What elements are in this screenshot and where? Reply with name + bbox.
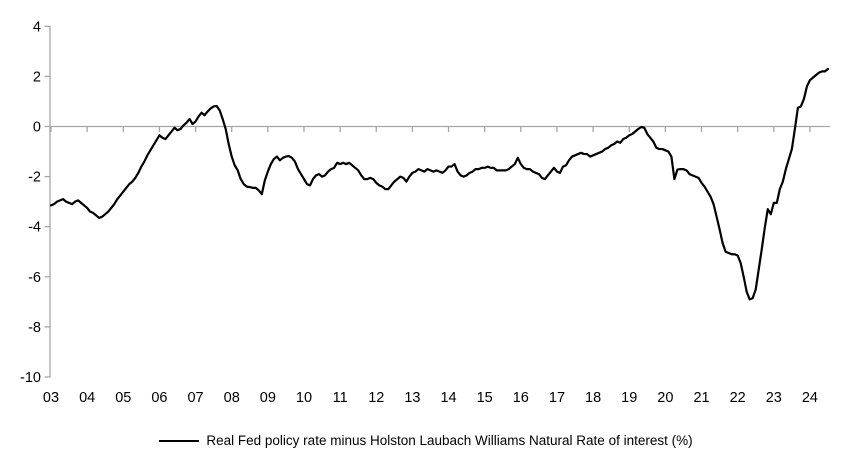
- y-tick-label--6: -6: [28, 270, 41, 286]
- x-tick-label-24: 24: [802, 390, 818, 406]
- x-tick-label-03: 03: [43, 390, 59, 406]
- legend-line-sample: [159, 439, 200, 442]
- y-tick-label-4: 4: [33, 19, 41, 35]
- y-tick-label--8: -8: [28, 320, 41, 336]
- x-tick-label-21: 21: [693, 390, 709, 406]
- y-tick-label--4: -4: [28, 220, 41, 236]
- y-tick-label-0: 0: [33, 120, 41, 136]
- x-tick-label-15: 15: [477, 390, 493, 406]
- x-tick-label-19: 19: [621, 390, 637, 406]
- x-tick-label-16: 16: [513, 390, 529, 406]
- legend-label: Real Fed policy rate minus Holston Lauba…: [206, 433, 693, 448]
- x-tick-label-23: 23: [766, 390, 782, 406]
- x-tick-label-08: 08: [224, 390, 240, 406]
- x-tick-label-14: 14: [440, 390, 456, 406]
- x-tick-label-17: 17: [549, 390, 565, 406]
- y-tick-label--10: -10: [20, 370, 41, 386]
- x-tick-label-12: 12: [368, 390, 384, 406]
- x-tick-label-09: 09: [260, 390, 276, 406]
- legend: Real Fed policy rate minus Holston Lauba…: [0, 433, 852, 448]
- x-tick-label-20: 20: [657, 390, 673, 406]
- y-tick-label--2: -2: [28, 170, 41, 186]
- y-tick-label-2: 2: [33, 69, 41, 85]
- x-tick-label-05: 05: [115, 390, 131, 406]
- series-line: [49, 67, 830, 301]
- x-tick-label-10: 10: [296, 390, 312, 406]
- x-tick-label-18: 18: [585, 390, 601, 406]
- x-tick-label-22: 22: [730, 390, 746, 406]
- x-tick-label-11: 11: [333, 390, 348, 406]
- x-tick-label-04: 04: [79, 390, 95, 406]
- x-tick-label-13: 13: [404, 390, 420, 406]
- x-tick-label-07: 07: [187, 390, 203, 406]
- x-tick-label-06: 06: [151, 390, 167, 406]
